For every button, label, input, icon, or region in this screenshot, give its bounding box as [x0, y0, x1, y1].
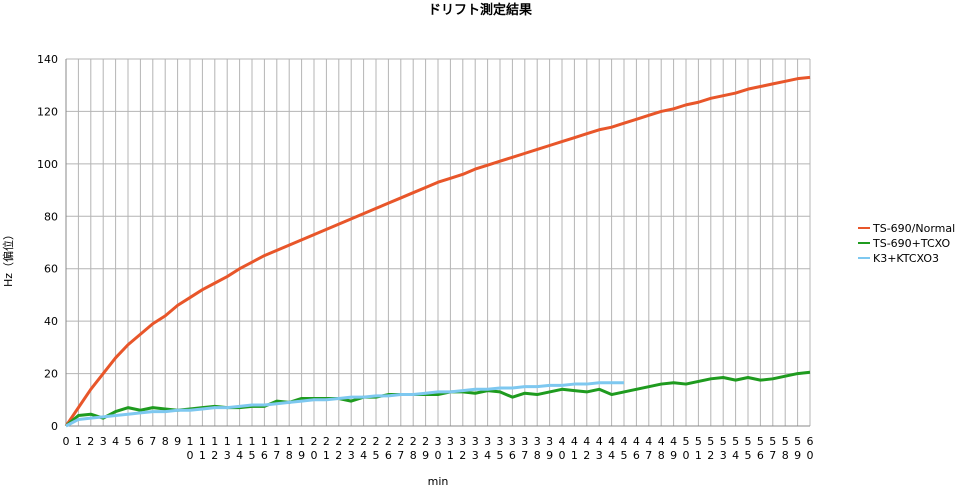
- x-tick-label: 2: [87, 435, 94, 448]
- x-tick-label: 8: [162, 435, 169, 448]
- y-tick-label: 20: [44, 368, 58, 381]
- y-axis-label: Hz（偏位）: [1, 229, 15, 287]
- x-tick-label: 5: [125, 435, 132, 448]
- legend-label: K3+KTCXO3: [873, 252, 939, 265]
- legend-label: TS-690/Normal: [872, 222, 955, 235]
- chart-title: ドリフト測定結果: [428, 2, 532, 18]
- y-tick-label: 80: [44, 210, 58, 223]
- x-tick-label: 7: [149, 435, 156, 448]
- x-tick-label: 0: [63, 435, 70, 448]
- x-tick-label: 9: [174, 435, 181, 448]
- y-tick-label: 40: [44, 315, 58, 328]
- x-tick-label: 6: [137, 435, 144, 448]
- y-tick-label: 120: [37, 105, 58, 118]
- legend-label: TS-690+TCXO: [872, 237, 950, 250]
- y-tick-label: 100: [37, 158, 58, 171]
- y-tick-label: 60: [44, 263, 58, 276]
- x-tick-label: 4: [112, 435, 119, 448]
- x-axis-label: min: [428, 475, 449, 488]
- series-line: [64, 75, 811, 427]
- x-tick-label: 3: [100, 435, 107, 448]
- y-tick-label: 140: [37, 53, 58, 66]
- x-tick-label: 1: [75, 435, 82, 448]
- series-line: [65, 381, 624, 428]
- y-tick-label: 0: [51, 420, 58, 433]
